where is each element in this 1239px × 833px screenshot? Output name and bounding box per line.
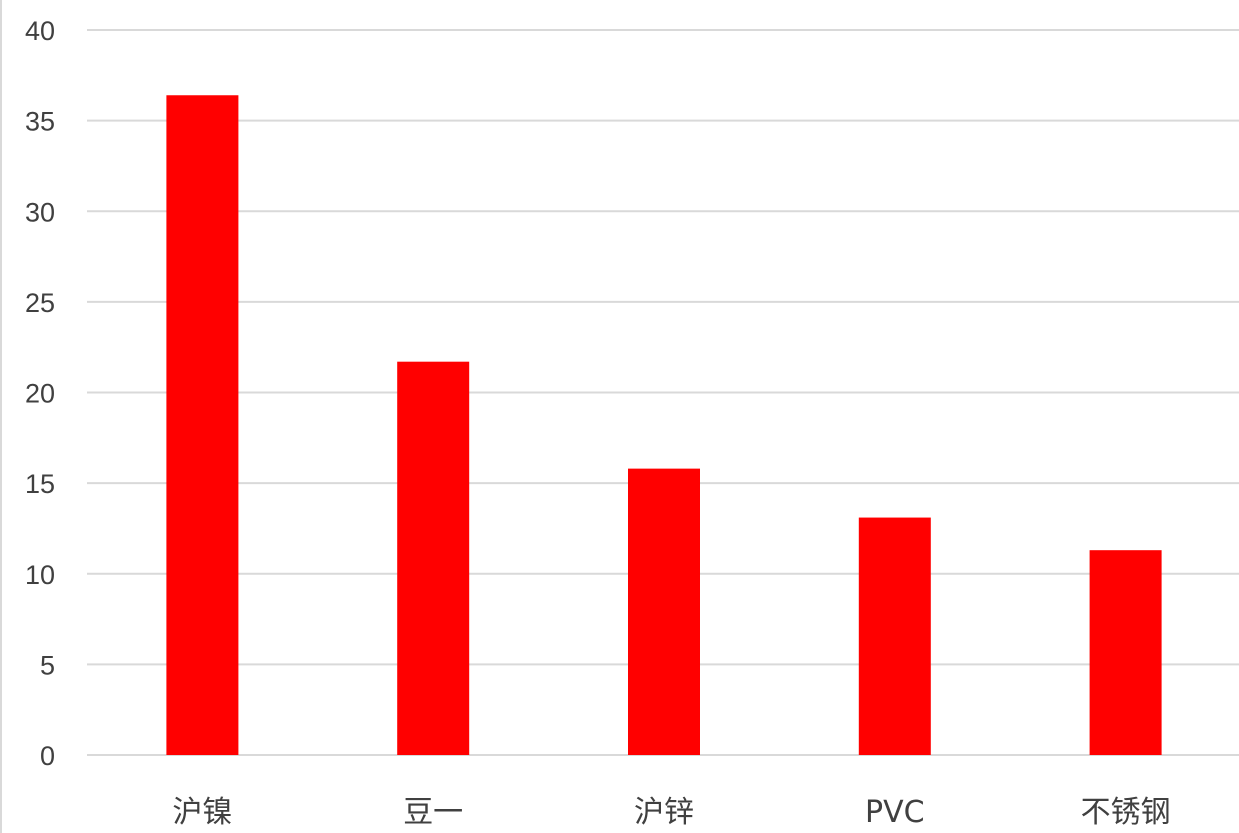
y-tick-label: 30 [25,197,55,227]
x-category-label: 豆一 [403,795,463,830]
bars [166,95,1162,755]
y-tick-label: 5 [40,650,55,680]
bar-3 [858,517,931,755]
bar-0 [166,95,239,755]
x-category-label: PVC [865,795,925,830]
x-category-label: 沪锌 [634,795,694,830]
y-tick-label: 10 [25,560,55,590]
y-tick-label: 15 [25,469,55,499]
bar-2 [628,468,700,755]
y-tick-label: 25 [25,288,55,318]
x-category-label: 沪镍 [172,795,232,830]
y-tick-label: 35 [25,107,55,137]
bar-1 [397,361,470,755]
y-tick-label: 20 [25,379,55,409]
gridlines [87,29,1239,756]
x-category-label: 不锈钢 [1081,795,1171,830]
bar-4 [1089,550,1162,755]
y-tick-label: 40 [25,16,55,46]
x-axis-category-labels: 沪镍 豆一 沪锌 PVC 不锈钢 [172,795,1170,830]
y-tick-label: 0 [40,741,55,771]
y-axis-tick-labels: 0 5 10 15 20 25 30 35 40 [25,16,55,771]
